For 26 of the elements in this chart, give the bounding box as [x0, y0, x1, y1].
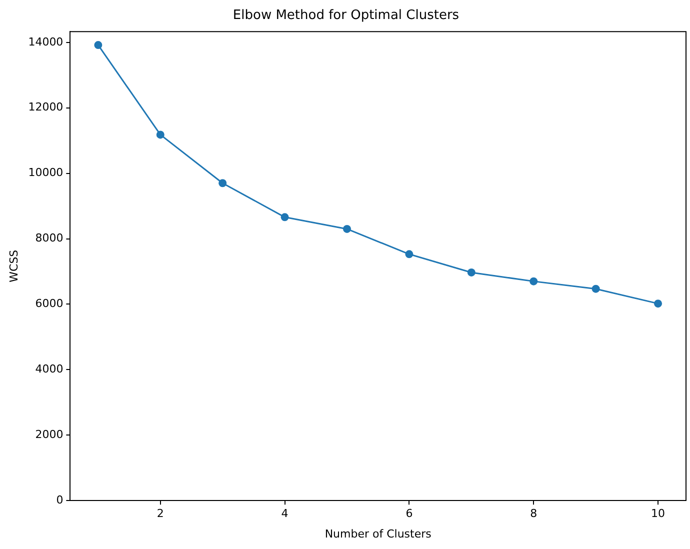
point [156, 130, 164, 139]
x-tick-label: 6 [406, 507, 413, 520]
point [405, 250, 414, 258]
point [530, 277, 538, 286]
point [342, 224, 351, 233]
y-tick-label: 4000 [35, 362, 64, 376]
x-tick-label: 2 [156, 507, 164, 520]
chart-title: Elbow Method for Optimal Clusters [232, 8, 460, 24]
point [218, 179, 227, 188]
y-tick-label: 10000 [28, 166, 64, 180]
y-tick-label: 6000 [35, 297, 64, 310]
point [592, 284, 600, 293]
y-tick-label: 8000 [35, 232, 64, 245]
y-tick-label: 0 [56, 493, 64, 506]
point [280, 213, 289, 222]
point [467, 268, 476, 276]
point [94, 41, 102, 50]
y-tick-label: 2000 [35, 428, 64, 441]
x-axis-title: Number of Clusters [324, 527, 432, 540]
x-tick-label: 4 [281, 507, 288, 520]
x-tick-label: 8 [530, 507, 538, 520]
x-tick-label: 10 [651, 507, 666, 520]
point [654, 300, 662, 308]
y-axis-title: WCSS [7, 250, 20, 282]
y-tick-label: 14000 [28, 35, 64, 48]
y-tick-label: 12000 [28, 100, 64, 114]
